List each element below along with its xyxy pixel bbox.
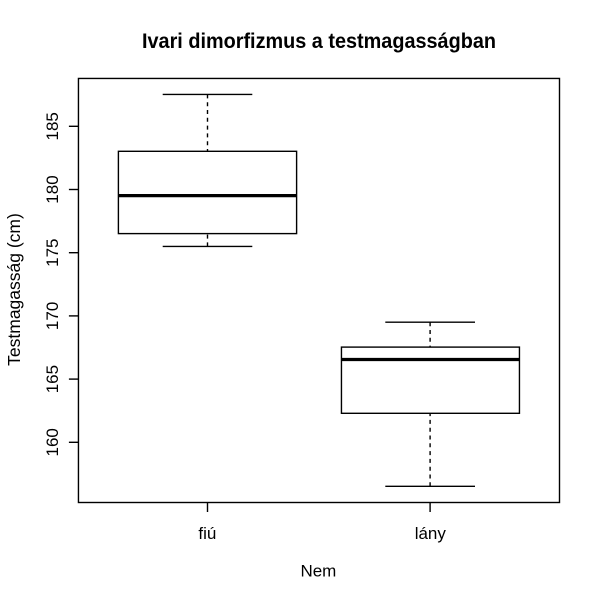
svg-text:180: 180 [43, 175, 62, 203]
svg-text:fiú: fiú [198, 524, 216, 543]
svg-text:Nem: Nem [300, 561, 336, 580]
svg-text:170: 170 [43, 302, 62, 330]
svg-text:lány: lány [415, 524, 447, 543]
svg-text:165: 165 [43, 365, 62, 393]
svg-text:Testmagasság (cm): Testmagasság (cm) [4, 213, 24, 366]
svg-text:175: 175 [43, 239, 62, 267]
svg-text:160: 160 [43, 428, 62, 456]
svg-text:185: 185 [43, 112, 62, 140]
svg-text:Ivari dimorfizmus a testmagass: Ivari dimorfizmus a testmagasságban [142, 30, 496, 53]
